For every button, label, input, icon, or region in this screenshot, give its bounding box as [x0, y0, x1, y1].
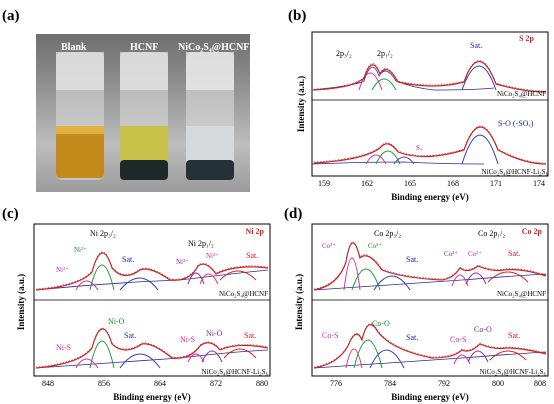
- b-xtick: 174: [533, 179, 545, 188]
- d-peak-sat-c: Sat.: [406, 333, 418, 342]
- c-peak-sat-c: Sat.: [124, 331, 136, 340]
- c-peak-sat-d: Sat.: [244, 331, 256, 340]
- d-sample-top: NiCo₂S₄@HCNF: [497, 290, 546, 298]
- panel-c-chart: Ni 2p Ni 2p₃/₂ Ni²⁺ Ni³⁺ Sat. Ni 2p₁/₂ N…: [16, 223, 271, 402]
- c-xlabel: Binding energy (eV): [113, 392, 191, 402]
- panel-b-chart: S 2p 2p₃/₂ 2p₁/₂ Sat. NiCo₂S₄@HCNF S-O (…: [296, 31, 549, 202]
- d-xtick: 800: [492, 379, 504, 388]
- b-xtick: 159: [318, 179, 330, 188]
- c-peak-nis-b: Ni-S: [180, 335, 195, 344]
- panel-d-letter: (d): [284, 206, 303, 222]
- d-xtick: 776: [330, 379, 342, 388]
- d-xtick: 792: [438, 379, 450, 388]
- b-top-components: [311, 60, 547, 93]
- d-top-components: [313, 241, 547, 291]
- d-peak-2p12: Co 2p₁/₂: [478, 229, 505, 238]
- vials-illustration: [56, 52, 234, 180]
- d-peak-2p32: Co 2p₃/₂: [374, 229, 401, 238]
- d-peak-co2-a: Co²⁺: [368, 242, 382, 250]
- panel-a-letter: (a): [2, 8, 20, 24]
- d-peak-cos-b: Co-S: [450, 335, 466, 344]
- vial-label-blank: Blank: [61, 42, 87, 53]
- b-peak-sx: Sₓ: [416, 144, 423, 152]
- b-peak-2p12: 2p₁/₂: [377, 49, 393, 58]
- c-peak-ni3-a: Ni³⁺: [56, 266, 69, 274]
- d-xticks: 776 784 792 800 808: [330, 379, 546, 388]
- b-ylabel: Intensity (a.u.): [296, 76, 306, 132]
- vials-photo: Blank HCNF NiCo₂S₄@HCNF: [36, 34, 250, 192]
- c-peak-ni2-b: Ni²⁺: [206, 252, 219, 260]
- vial-label-nicos: NiCo₂S₄@HCNF: [178, 42, 250, 53]
- d-xlabel: Binding energy (eV): [391, 392, 469, 402]
- b-xtick: 162: [361, 179, 373, 188]
- c-peak-sat-b: Sat.: [246, 251, 258, 260]
- d-bottom-components: [313, 323, 547, 369]
- d-ylabel: Intensity (a.u.): [294, 274, 304, 330]
- c-xticks: 848 856 864 872 880: [42, 379, 268, 388]
- d-peak-sat-d: Sat.: [508, 331, 520, 340]
- vial-label-hcnf: HCNF: [130, 42, 159, 53]
- b-xtick: 168: [447, 179, 459, 188]
- b-sample-top: NiCo₂S₄@HCNF: [497, 90, 546, 98]
- b-xticks: 159 162 165 168 171 174: [318, 179, 545, 188]
- d-peak-sat-a: Sat.: [406, 255, 418, 264]
- d-peak-coo-a: Co-O: [372, 319, 390, 328]
- c-xtick: 856: [98, 379, 110, 388]
- c-peak-nio-b: Ni-O: [206, 329, 223, 338]
- c-sample-bottom: NiCo₂S₄@HCNF-Li₂S₆: [202, 368, 269, 376]
- b-xtick: 165: [404, 179, 416, 188]
- d-peak-co3-b: Co³⁺: [444, 250, 458, 258]
- c-peak-2p12: Ni 2p₁/₂: [188, 239, 214, 248]
- c-peak-ni2-a: Ni²⁺: [74, 246, 87, 254]
- c-xtick: 880: [256, 379, 268, 388]
- b-peak-so: S-O (-SOₓ): [498, 119, 534, 128]
- c-bottom-components: [35, 327, 269, 369]
- b-xtick: 171: [490, 179, 502, 188]
- d-peak-sat-b: Sat.: [508, 249, 520, 258]
- d-peak-co2-b: Co²⁺: [468, 250, 482, 258]
- c-element: Ni 2p: [246, 227, 265, 236]
- b-bottom-components: [311, 125, 547, 165]
- b-peak-2p32: 2p₃/₂: [336, 49, 352, 58]
- b-xlabel: Binding energy (eV): [391, 192, 469, 202]
- c-sample-top: NiCo₂S₄@HCNF: [219, 290, 268, 298]
- d-element: Co 2p: [522, 227, 543, 236]
- d-peak-cos-a: Co-S: [322, 331, 338, 340]
- c-ylabel: Intensity (a.u.): [16, 274, 26, 330]
- c-peak-2p32: Ni 2p₃/₂: [90, 229, 116, 238]
- c-peak-sat-a: Sat.: [122, 255, 134, 264]
- b-peak-sat: Sat.: [470, 41, 482, 50]
- d-xtick: 784: [384, 379, 396, 388]
- c-peak-nio-a: Ni-O: [108, 317, 125, 326]
- c-xtick: 872: [210, 379, 222, 388]
- d-peak-coo-b: Co-O: [474, 325, 492, 334]
- c-xtick: 864: [154, 379, 166, 388]
- d-peak-co3-a: Co³⁺: [322, 242, 336, 250]
- c-peak-ni3-b: Ni³⁺: [176, 258, 189, 266]
- panel-c-letter: (c): [2, 206, 19, 222]
- c-top-components: [35, 251, 269, 291]
- panel-d-chart: Co 2p Co 2p₃/₂ Co³⁺ Co²⁺ Sat. Co 2p₁/₂ C…: [294, 223, 549, 402]
- panel-b-letter: (b): [288, 8, 307, 24]
- c-peak-nis-a: Ni-S: [56, 343, 71, 352]
- d-xtick: 808: [534, 379, 546, 388]
- b-element: S 2p: [519, 34, 534, 43]
- d-sample-bottom: NiCo₂S₄@HCNF-Li₂S₆: [480, 368, 547, 376]
- b-sample-bottom: NiCo₂S₄@HCNF-Li₂S₆: [482, 168, 549, 176]
- c-xtick: 848: [42, 379, 54, 388]
